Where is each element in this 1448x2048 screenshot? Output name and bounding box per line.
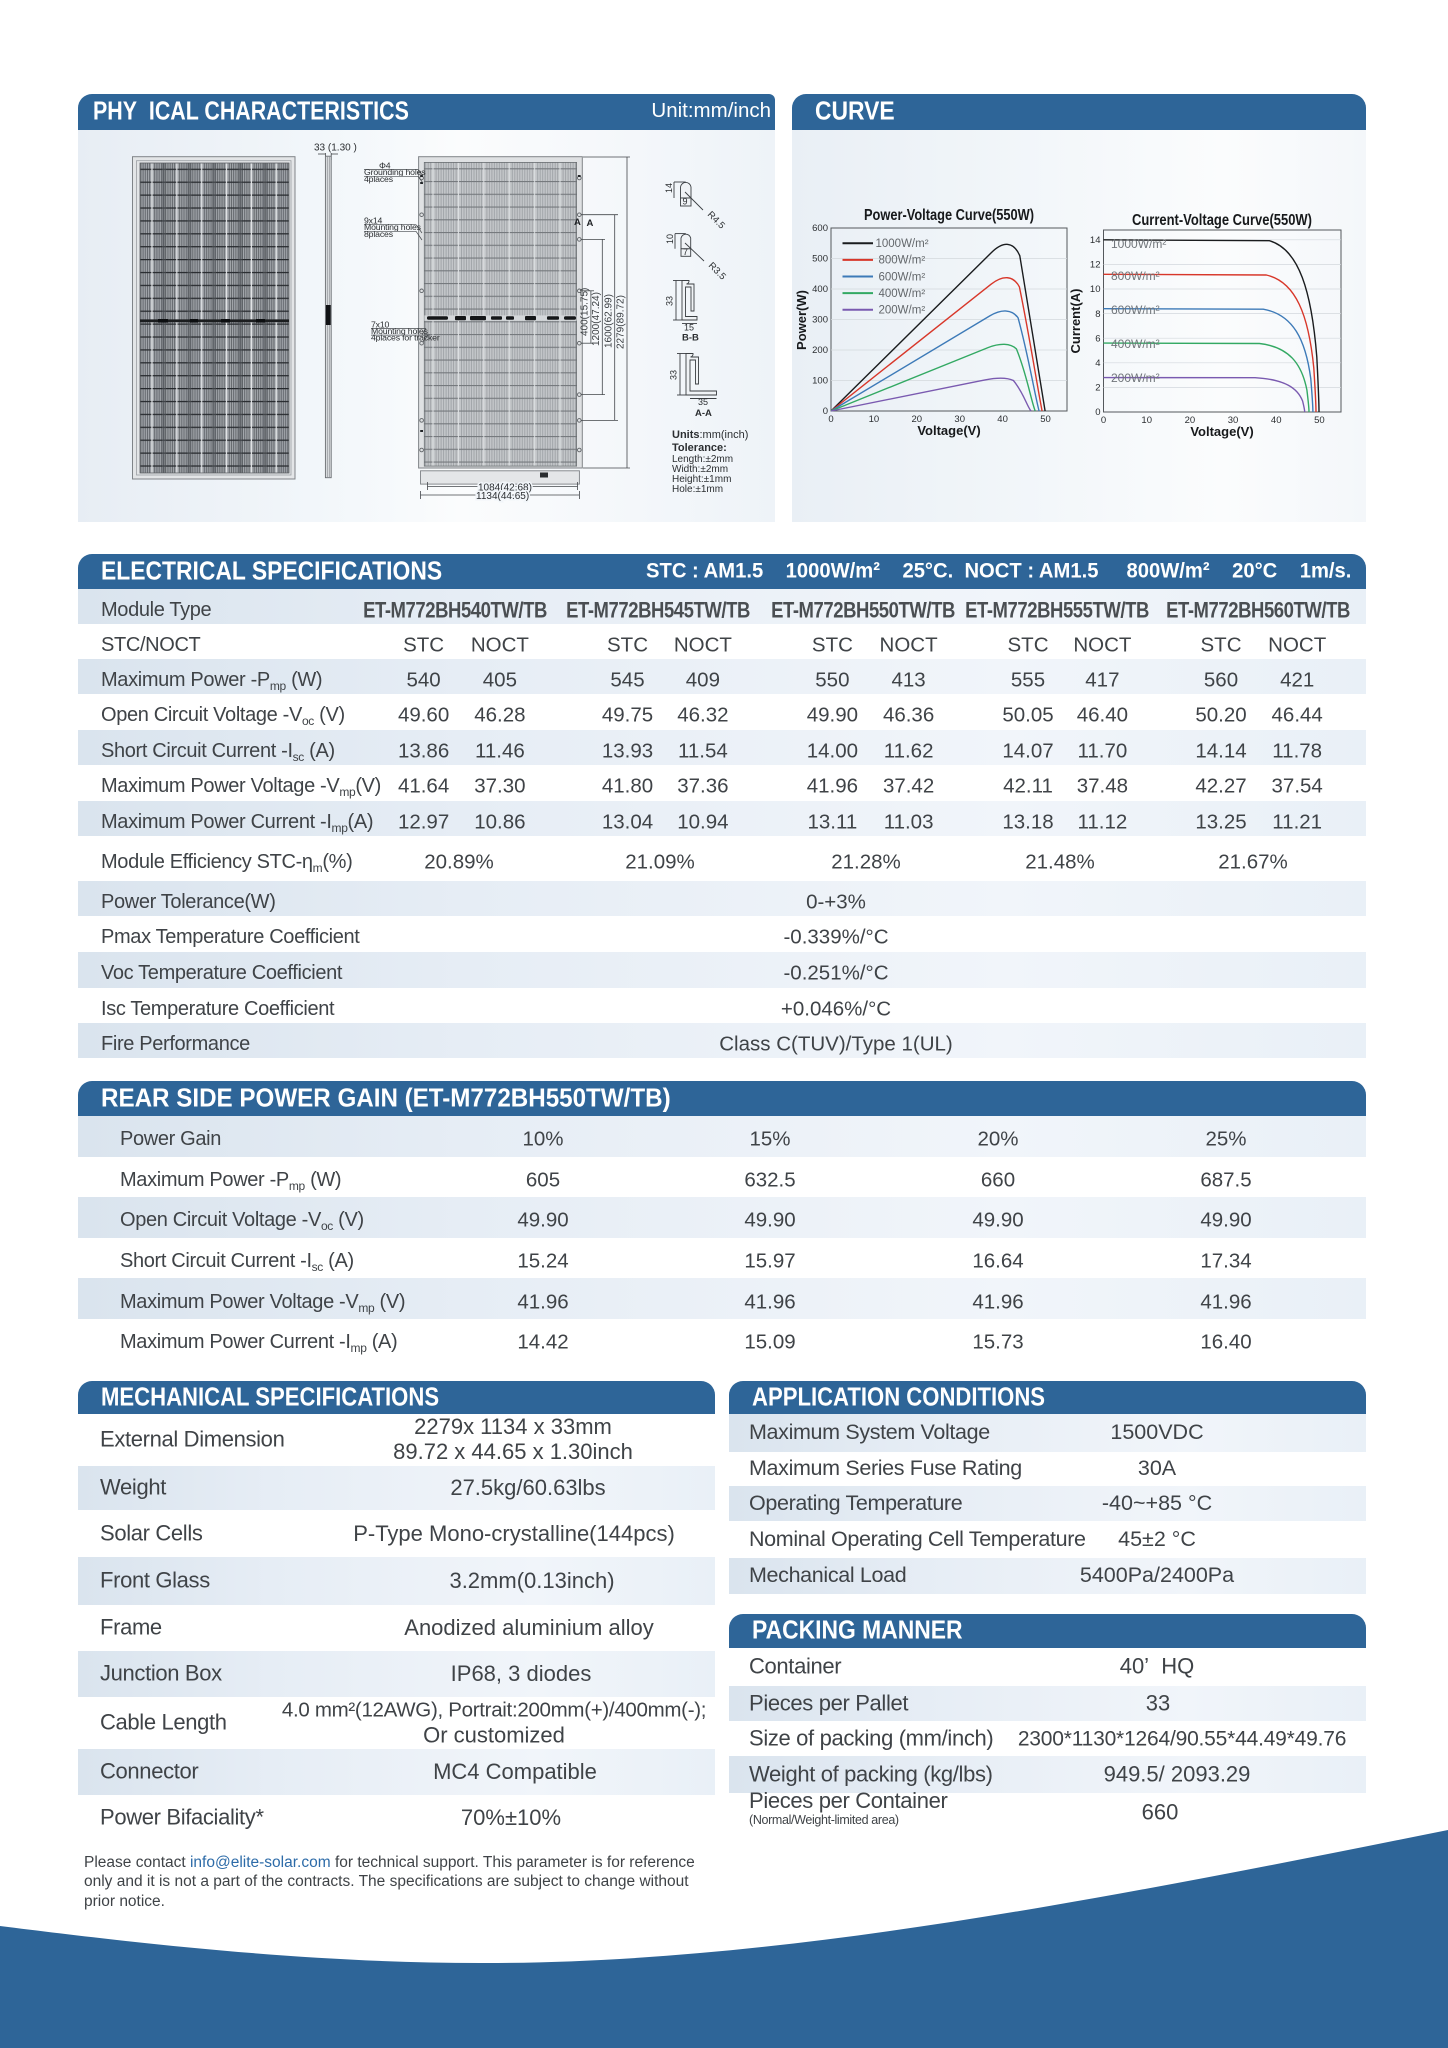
svg-text:A: A (587, 218, 594, 229)
svg-text:1000W/m²: 1000W/m² (876, 238, 929, 250)
svg-text:Mounting holes: Mounting holes (371, 326, 429, 336)
svg-text:35: 35 (698, 397, 708, 407)
svg-text:800W/m²: 800W/m² (1111, 269, 1160, 283)
svg-text:A: A (574, 217, 581, 228)
svg-text:R4.5: R4.5 (705, 209, 727, 231)
svg-text:600W/m²: 600W/m² (879, 271, 926, 283)
svg-text:400W/m²: 400W/m² (1111, 337, 1160, 351)
svg-text:50: 50 (1314, 415, 1325, 426)
svg-text:400W/m²: 400W/m² (879, 288, 926, 300)
svg-text:400(15.75): 400(15.75) (580, 288, 591, 336)
svg-text:500: 500 (812, 254, 828, 265)
svg-text:400: 400 (812, 284, 828, 295)
svg-text:Mounting holes: Mounting holes (364, 222, 422, 232)
svg-text:2279(89.72): 2279(89.72) (616, 295, 627, 349)
svg-text:1200(47.24): 1200(47.24) (591, 292, 602, 346)
svg-text:33: 33 (665, 296, 675, 306)
svg-text:8: 8 (1095, 309, 1100, 320)
svg-text:33 (1.30 ): 33 (1.30 ) (314, 143, 357, 154)
svg-text:200W/m²: 200W/m² (879, 305, 926, 317)
svg-text:Φ4: Φ4 (379, 160, 391, 170)
svg-text:9: 9 (683, 197, 688, 207)
svg-text:20: 20 (912, 414, 923, 425)
svg-text:200W/m²: 200W/m² (1111, 371, 1160, 385)
svg-text:0: 0 (1095, 407, 1100, 418)
svg-text:Hole:±1mm: Hole:±1mm (672, 484, 723, 495)
svg-text:30: 30 (1228, 415, 1239, 426)
svg-text:4places: 4places (364, 174, 394, 184)
svg-text:Voltage(V): Voltage(V) (1190, 424, 1253, 439)
svg-text:7: 7 (683, 247, 688, 257)
svg-text:300: 300 (812, 315, 828, 326)
svg-text:Width:±2mm: Width:±2mm (672, 464, 728, 475)
svg-text:1600(62.99): 1600(62.99) (603, 294, 614, 348)
svg-text:10: 10 (1090, 284, 1101, 295)
svg-text:10: 10 (869, 414, 880, 425)
svg-text:8places: 8places (364, 229, 394, 239)
svg-text:40: 40 (997, 414, 1008, 425)
svg-text:200: 200 (812, 345, 828, 356)
svg-text:6: 6 (1095, 333, 1100, 344)
svg-text:Power-Voltage Curve(550W): Power-Voltage Curve(550W) (864, 207, 1034, 224)
svg-text:9x14: 9x14 (364, 216, 383, 226)
svg-text:Units:mm(inch): Units:mm(inch) (672, 429, 748, 441)
svg-text:0: 0 (1101, 415, 1106, 426)
svg-text:15: 15 (684, 323, 694, 333)
svg-text:1134(44.65): 1134(44.65) (476, 491, 529, 502)
svg-text:600: 600 (812, 223, 828, 234)
svg-text:Length:±2mm: Length:±2mm (672, 454, 733, 465)
svg-text:0: 0 (823, 406, 828, 417)
svg-text:R3.5: R3.5 (706, 260, 728, 282)
svg-text:33: 33 (669, 370, 679, 380)
svg-text:Tolerance:: Tolerance: (672, 442, 727, 454)
svg-text:50: 50 (1040, 414, 1051, 425)
svg-text:Voltage(V): Voltage(V) (917, 423, 980, 438)
svg-text:30: 30 (954, 414, 965, 425)
svg-text:100: 100 (812, 376, 828, 387)
svg-text:800W/m²: 800W/m² (879, 255, 926, 267)
svg-text:Current-Voltage Curve(550W): Current-Voltage Curve(550W) (1132, 212, 1312, 229)
svg-text:4places for tracker: 4places for tracker (371, 333, 440, 343)
svg-text:600W/m²: 600W/m² (1111, 303, 1160, 317)
svg-text:2: 2 (1095, 383, 1100, 394)
svg-text:Current(A): Current(A) (1068, 289, 1083, 354)
svg-text:Grounding holes: Grounding holes (364, 167, 426, 177)
svg-text:12: 12 (1090, 260, 1101, 271)
svg-text:1000W/m²: 1000W/m² (1111, 237, 1166, 251)
svg-text:Power(W): Power(W) (794, 290, 809, 350)
svg-text:B-B: B-B (682, 333, 699, 344)
svg-text:14: 14 (1090, 235, 1101, 246)
svg-text:40: 40 (1271, 415, 1282, 426)
svg-text:0: 0 (828, 414, 833, 425)
svg-text:10: 10 (665, 234, 675, 244)
svg-text:4: 4 (1095, 358, 1100, 369)
svg-text:7x10: 7x10 (371, 320, 390, 330)
svg-text:Height:±1mm: Height:±1mm (672, 474, 731, 485)
svg-text:20: 20 (1185, 415, 1196, 426)
svg-text:14: 14 (664, 183, 674, 193)
svg-text:1084(42.68): 1084(42.68) (478, 482, 532, 493)
svg-text:A-A: A-A (695, 408, 712, 419)
svg-text:10: 10 (1141, 415, 1152, 426)
